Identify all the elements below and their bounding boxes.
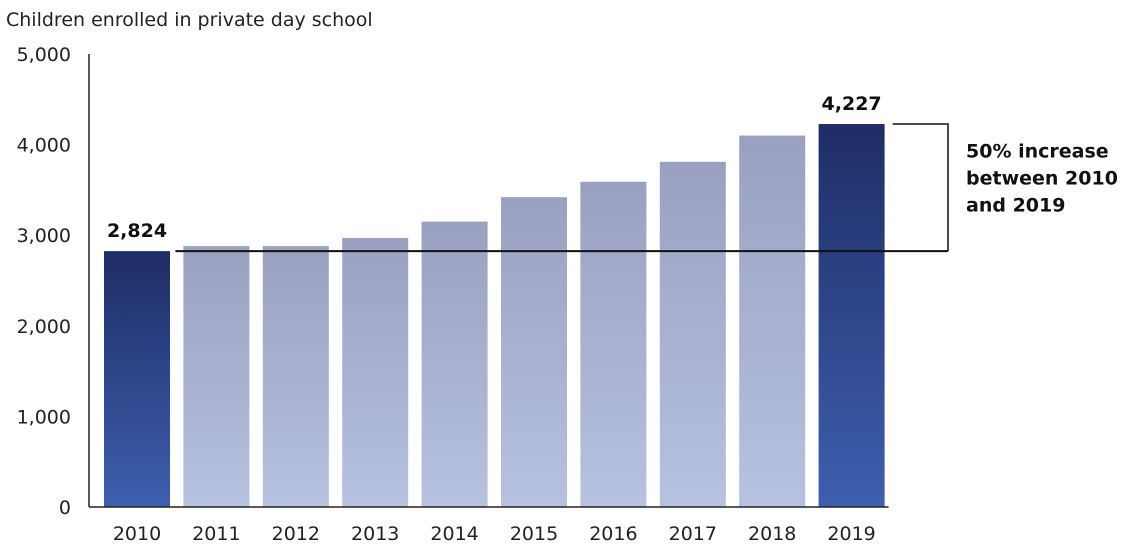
bar-2014 xyxy=(421,221,488,508)
y-tick-label: 0 xyxy=(59,497,71,519)
x-tick-label: 2015 xyxy=(510,523,558,545)
data-label-2019: 4,227 xyxy=(822,93,882,115)
x-tick-label: 2013 xyxy=(351,523,399,545)
bar-2018 xyxy=(739,135,806,508)
y-tick-label: 5,000 xyxy=(17,44,71,66)
y-tick-label: 2,000 xyxy=(17,316,71,338)
bar-2010 xyxy=(104,251,170,507)
x-tick-label: 2010 xyxy=(113,523,161,545)
x-tick-label: 2011 xyxy=(192,523,240,545)
annotation-line-1: 50% increase xyxy=(966,141,1109,163)
y-tick-label: 1,000 xyxy=(17,406,71,428)
annotation-line-3: and 2019 xyxy=(966,195,1065,217)
y-axis-ticks: 0 1,000 2,000 3,000 4,000 5,000 xyxy=(17,44,71,519)
x-tick-label: 2012 xyxy=(272,523,320,545)
data-labels-group: 2,824 4,227 xyxy=(107,93,882,242)
annotation-line-2: between 2010 xyxy=(966,168,1118,190)
x-axis-ticks: 2010 2011 2012 2013 2014 2015 2016 2017 2018 2019 xyxy=(113,523,876,545)
bar-2017 xyxy=(659,161,726,507)
bar-2019 xyxy=(818,124,885,507)
x-tick-label: 2017 xyxy=(669,523,717,545)
y-tick-label: 3,000 xyxy=(17,225,71,247)
bars-group xyxy=(104,124,885,508)
x-tick-label: 2018 xyxy=(748,523,796,545)
bar-2011 xyxy=(183,246,250,507)
y-tick-label: 4,000 xyxy=(17,135,71,157)
bar-2015 xyxy=(501,197,567,507)
x-tick-label: 2019 xyxy=(827,523,875,545)
increase-bracket xyxy=(892,123,949,252)
bar-2013 xyxy=(342,237,409,507)
data-label-2010: 2,824 xyxy=(107,220,167,242)
y-axis-label: Children enrolled in private day school xyxy=(6,9,373,31)
x-tick-label: 2016 xyxy=(589,523,637,545)
x-tick-label: 2014 xyxy=(430,523,478,545)
bar-2012 xyxy=(262,246,329,507)
bar-2016 xyxy=(580,181,647,507)
